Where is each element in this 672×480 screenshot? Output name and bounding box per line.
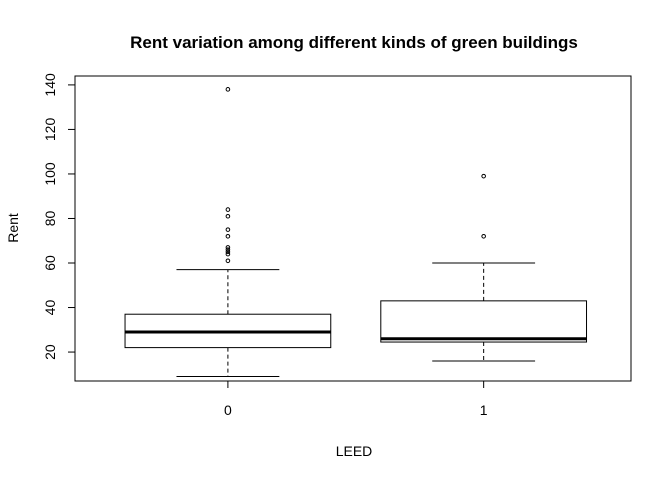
y-tick-label: 60: [42, 255, 58, 271]
y-tick-label: 140: [42, 73, 58, 97]
y-tick-label: 80: [42, 210, 58, 226]
outlier-point: [481, 173, 486, 179]
outlier-point: [225, 251, 231, 257]
x-axis-label: LEED: [336, 443, 373, 459]
y-tick-label: 100: [42, 162, 58, 186]
outlier-point: [225, 233, 231, 239]
outlier-point: [225, 213, 231, 219]
box-group-1: [380, 173, 588, 362]
outlier-point: [225, 207, 231, 212]
x-tick-label: 1: [480, 402, 488, 418]
y-tick-label: 20: [42, 344, 58, 360]
iqr-box: [380, 300, 588, 343]
outlier-point: [225, 249, 231, 255]
y-tick-label: 40: [42, 300, 58, 316]
chart-title: Rent variation among different kinds of …: [130, 33, 578, 52]
outlier-point: [481, 233, 486, 239]
outlier-point: [225, 247, 231, 252]
y-axis: 20 40 60 80 100 120 140: [42, 73, 76, 360]
x-tick-label: 0: [224, 402, 232, 418]
outlier-point: [225, 258, 231, 264]
outlier-point: [225, 87, 231, 92]
y-axis-label: Rent: [5, 213, 21, 243]
y-tick-label: 120: [42, 118, 58, 142]
box-group-0: [124, 87, 332, 378]
outlier-point: [225, 245, 231, 250]
boxes: [124, 87, 588, 378]
outlier-point: [225, 227, 231, 232]
